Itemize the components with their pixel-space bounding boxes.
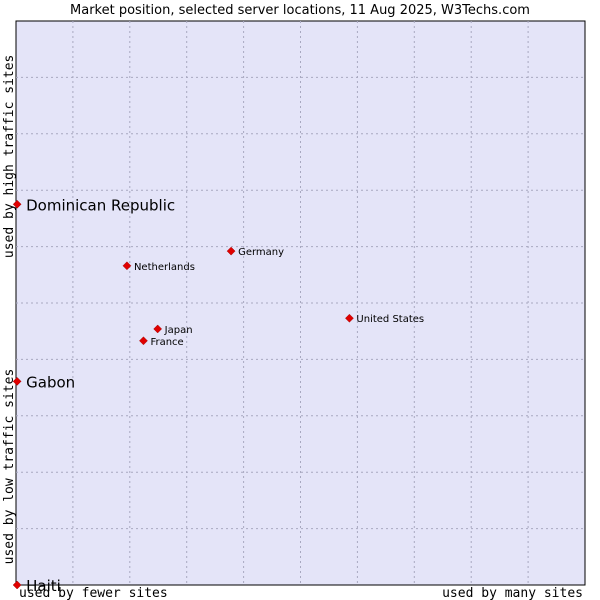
point-marker-gabon (12, 377, 22, 386)
chart-title: Market position, selected server locatio… (70, 3, 530, 18)
point-label-dominican-republic: Dominican Republic (26, 196, 175, 214)
grid-lines (16, 21, 585, 585)
point-marker-france (139, 336, 148, 346)
point-marker-united-states (345, 313, 354, 323)
point-label-united-states: United States (356, 314, 424, 325)
x-axis-label-low: used by fewer sites (19, 586, 168, 600)
data-points: Dominican Republic Germany Netherlands Unit… (12, 196, 424, 595)
point-label-germany: Germany (238, 247, 284, 258)
point-label-gabon: Gabon (26, 373, 75, 391)
point-label-japan: Japan (164, 325, 193, 336)
point-marker-germany (226, 246, 236, 256)
point-marker-dominican-republic (12, 199, 22, 209)
y-axis-label-high: used by high traffic sites (2, 55, 17, 258)
point-label-haiti: Haiti (26, 577, 61, 595)
point-marker-haiti (12, 580, 22, 590)
point-marker-netherlands (122, 261, 132, 271)
x-axis-label-high: used by many sites (442, 586, 583, 600)
point-label-france: France (150, 337, 183, 348)
point-label-netherlands: Netherlands (134, 262, 195, 273)
y-axis-label-low: used by low traffic sites (2, 369, 17, 565)
point-marker-japan (153, 324, 163, 334)
